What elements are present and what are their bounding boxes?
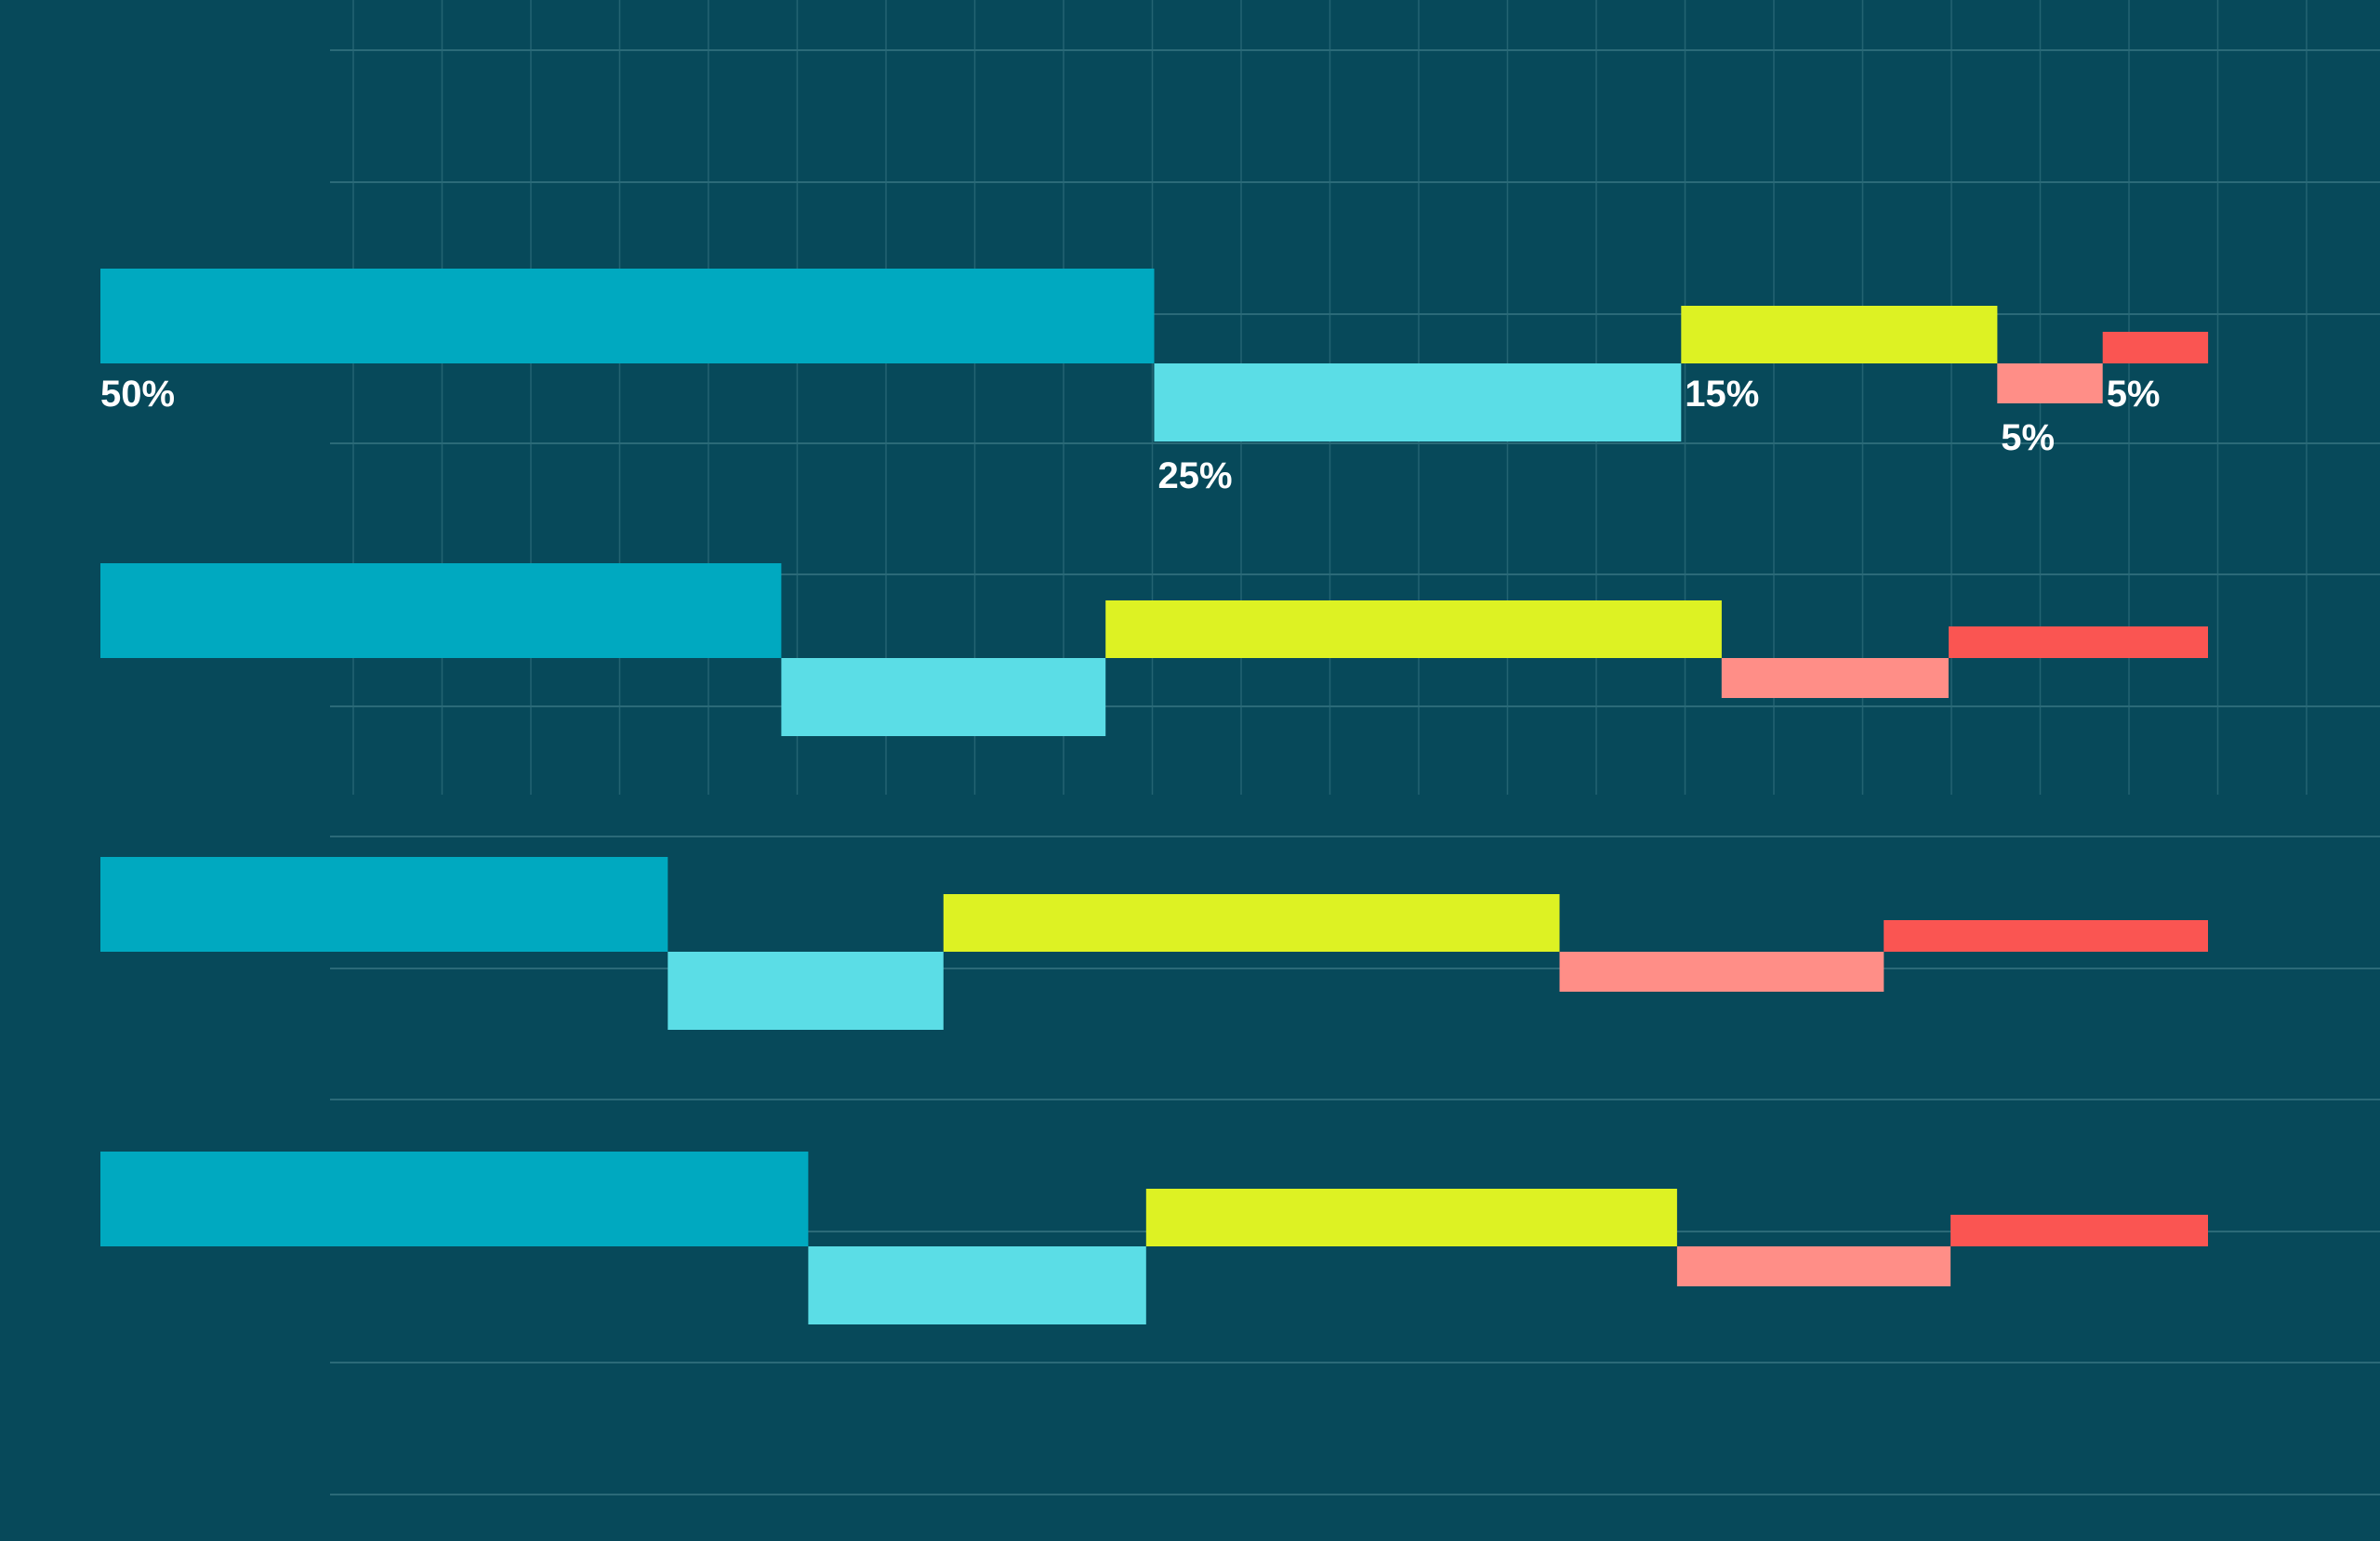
value-labels: 50% 25% 15% 5% 5% xyxy=(100,374,2161,496)
bar-segment xyxy=(1997,363,2103,403)
bar-segment xyxy=(1681,306,1998,363)
bar-segment xyxy=(1949,626,2208,658)
bar-segment xyxy=(1154,363,1682,441)
value-label: 25% xyxy=(1158,455,1233,496)
bar-segment xyxy=(1145,1189,1677,1246)
bar-segment xyxy=(100,1152,809,1246)
bar-segment xyxy=(2102,332,2209,363)
bar-segment xyxy=(1559,952,1884,992)
bar-segment xyxy=(1105,600,1722,658)
bar-segment xyxy=(1676,1246,1951,1286)
bar-row-4 xyxy=(100,1152,2208,1324)
bar-segment xyxy=(781,658,1106,736)
bar-segment xyxy=(1884,920,2208,952)
bar-segment xyxy=(668,952,944,1030)
value-label: 5% xyxy=(2107,374,2161,415)
bar-segment xyxy=(100,857,668,952)
value-label: 5% xyxy=(2001,417,2055,458)
bar-segment xyxy=(808,1246,1146,1324)
value-label: 50% xyxy=(100,374,175,415)
bar-segment xyxy=(1721,658,1949,698)
value-label: 15% xyxy=(1685,374,1759,415)
bar-segment xyxy=(1950,1215,2208,1246)
bar-segment xyxy=(100,269,1155,363)
bar-segment xyxy=(943,894,1560,952)
bar-segment xyxy=(100,563,782,658)
bar-row-2 xyxy=(100,563,2208,736)
bar-row-1 xyxy=(100,269,2209,441)
bar-rows xyxy=(100,269,2209,1324)
bar-row-3 xyxy=(100,857,2208,1030)
